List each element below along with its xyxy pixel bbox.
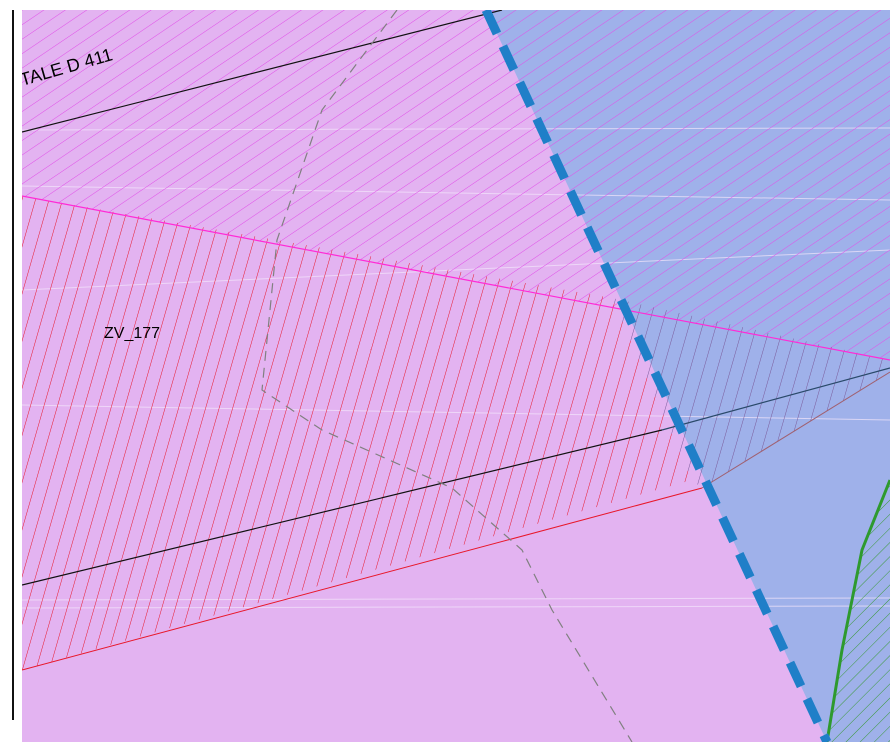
red-zone-edge-right [701, 371, 890, 489]
dashed-boundary-line [481, 10, 832, 742]
road-line-lower [22, 429, 663, 586]
zone-dark-hatch [612, 298, 890, 488]
road-line-upper [22, 10, 503, 133]
dashed-path [261, 10, 633, 742]
map-canvas[interactable]: TALE D 411 ZV_177 [22, 10, 890, 742]
red-zone-edge [22, 487, 703, 671]
map-frame-border [12, 10, 14, 720]
zone-label: ZV_177 [104, 325, 160, 342]
zone-green-hatch [827, 480, 890, 742]
green-boundary-line [825, 479, 890, 742]
zone-red-hatch [22, 196, 692, 670]
zone-magenta-hatch [22, 10, 890, 360]
magenta-boundary-line [22, 195, 890, 361]
road-line-lower-right [661, 367, 890, 431]
